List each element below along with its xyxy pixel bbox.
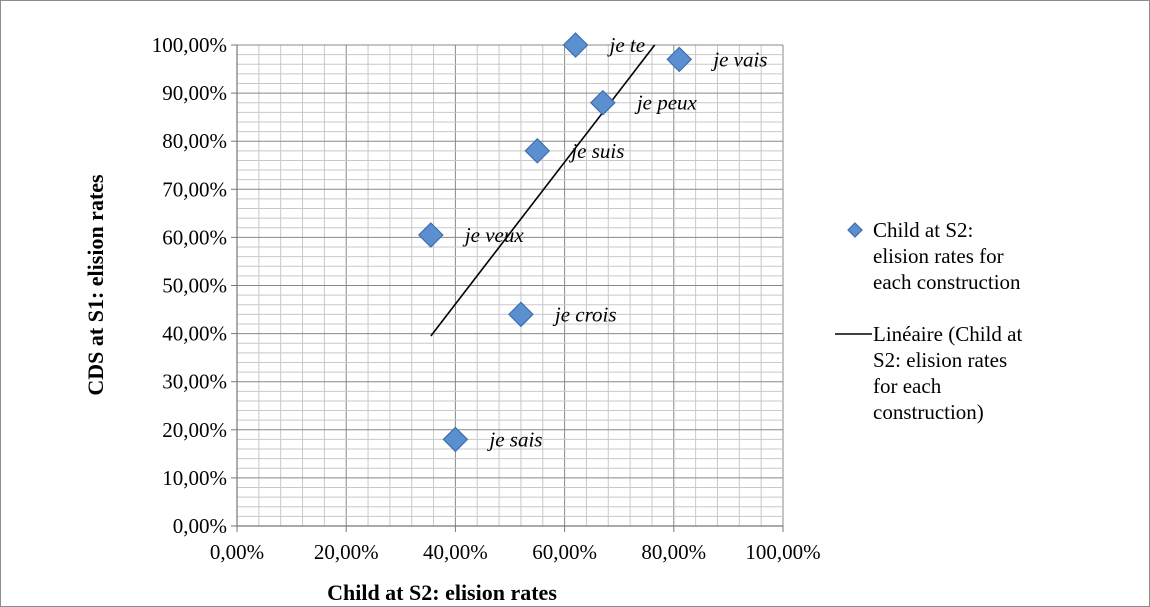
y-tick-label: 20,00% [162,418,227,442]
y-tick-label: 10,00% [162,466,227,490]
data-point [589,89,616,116]
legend-line: S2: elision rates [873,348,1007,372]
data-point [524,137,551,164]
y-tick-label: 90,00% [162,81,227,105]
data-labels: je te je vais je peux je suis je veux je croi… [462,33,768,451]
y-tick-label: 30,00% [162,370,227,394]
tick-labels: 0,00% 10,00% 20,00% 30,00% 40,00% 50,00% 60,00… [152,33,821,564]
plot-axes [231,44,784,532]
data-label: je sais [486,427,542,451]
linear-trendline [430,44,656,337]
data-label: je suis [568,139,624,163]
legend-line: each construction [873,270,1021,294]
x-tick-label: 40,00% [423,540,488,564]
plot-grid [236,44,784,527]
data-points [417,32,693,453]
legend-line: Child at S2: [873,218,973,242]
legend-line: Linéaire (Child at [873,322,1022,346]
data-label: je veux [462,223,525,247]
trendline-layer [430,44,656,337]
legend-marker-diamond [847,222,863,238]
x-tick-label: 20,00% [314,540,379,564]
data-point [442,426,469,453]
data-label: je vais [710,47,767,71]
y-axis-title: CDS at S1: elision rates [83,174,108,396]
legend-entry-series: Child at S2: elision rates for each constr… [873,218,1021,294]
legend-line: for each [873,374,942,398]
x-tick-label: 80,00% [641,540,706,564]
x-tick-label: 60,00% [532,540,597,564]
x-tick-label: 0,00% [210,540,264,564]
y-tick-label: 100,00% [152,33,227,57]
y-tick-label: 80,00% [162,129,227,153]
y-tick-label: 40,00% [162,322,227,346]
data-point [508,301,534,328]
x-tick-label: 100,00% [745,540,820,564]
data-label: je te [607,33,646,57]
y-tick-label: 60,00% [162,225,227,249]
y-tick-label: 70,00% [162,177,227,201]
data-point [666,46,693,73]
data-point [417,222,444,248]
data-label: je peux [634,91,698,115]
legend-line: construction) [873,400,984,424]
legend-line: elision rates for [873,244,1004,268]
y-tick-label: 0,00% [173,514,227,538]
data-point [562,32,589,58]
legend-entry-trendline: Linéaire (Child at S2: elision rates for e… [873,322,1022,424]
legend: Child at S2: elision rates for each constr… [835,218,1022,424]
x-axis-title: Child at S2: elision rates [327,580,557,605]
data-label: je crois [552,302,617,326]
y-tick-label: 50,00% [162,274,227,298]
